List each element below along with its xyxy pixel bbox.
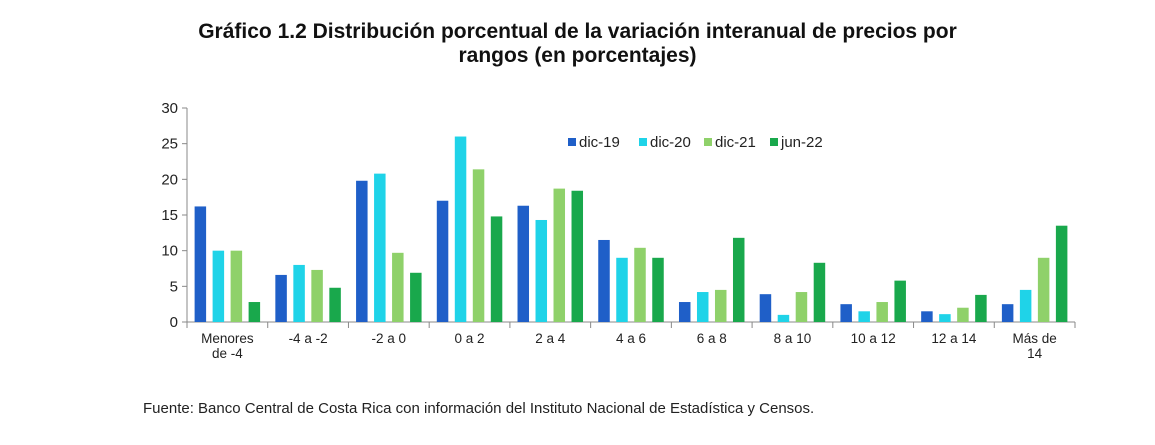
bar bbox=[813, 262, 826, 322]
bar bbox=[714, 289, 727, 322]
y-tick-label: 10 bbox=[161, 243, 178, 260]
legend-label: dic-20 bbox=[650, 134, 691, 151]
x-tick-label: de -4 bbox=[212, 346, 243, 361]
y-tick-label: 5 bbox=[170, 278, 178, 295]
bar bbox=[876, 302, 888, 322]
bar bbox=[696, 292, 709, 322]
bar bbox=[356, 180, 368, 322]
bar bbox=[759, 294, 772, 322]
bar bbox=[392, 252, 404, 322]
x-tick-label: 10 a 12 bbox=[851, 331, 896, 346]
bar bbox=[374, 173, 386, 322]
bar bbox=[293, 264, 305, 322]
x-tick-label: -2 a 0 bbox=[372, 331, 407, 346]
chart-title: Gráfico 1.2 Distribución porcentual de l… bbox=[0, 20, 1155, 68]
bar bbox=[1055, 225, 1068, 322]
legend-swatch bbox=[568, 138, 576, 146]
y-tick-label: 25 bbox=[161, 136, 178, 153]
x-tick-label: 2 a 4 bbox=[535, 331, 566, 346]
bar bbox=[1019, 289, 1032, 322]
bar bbox=[840, 304, 852, 322]
y-tick-label: 0 bbox=[170, 314, 178, 331]
bar bbox=[194, 206, 207, 322]
bar bbox=[975, 294, 987, 322]
bar bbox=[311, 269, 323, 322]
bar bbox=[678, 302, 691, 322]
x-tick-label: 4 a 6 bbox=[616, 331, 646, 346]
x-tick-label: 0 a 2 bbox=[455, 331, 485, 346]
bar bbox=[212, 250, 225, 322]
legend-label: dic-19 bbox=[579, 134, 620, 151]
bar bbox=[1037, 257, 1050, 322]
bar bbox=[329, 287, 341, 322]
chart-title-line-1: Gráfico 1.2 Distribución porcentual de l… bbox=[198, 20, 957, 43]
bar bbox=[634, 247, 646, 322]
bar bbox=[616, 257, 628, 322]
bar bbox=[410, 272, 422, 322]
y-tick-label: 20 bbox=[161, 171, 178, 188]
x-tick-label: Más de bbox=[1012, 331, 1056, 346]
bar bbox=[517, 205, 530, 322]
x-tick-label: Menores bbox=[201, 331, 254, 346]
bar bbox=[858, 311, 870, 322]
bar bbox=[732, 237, 745, 322]
legend-label: dic-21 bbox=[715, 134, 756, 151]
bar bbox=[921, 311, 933, 322]
y-tick-label: 30 bbox=[161, 100, 178, 117]
bar bbox=[230, 250, 243, 322]
bar bbox=[472, 169, 485, 322]
bar bbox=[436, 200, 449, 322]
legend-swatch bbox=[704, 138, 712, 146]
bar bbox=[939, 314, 951, 322]
bar bbox=[248, 302, 261, 322]
bar bbox=[571, 190, 584, 322]
bar bbox=[795, 292, 808, 322]
x-tick-label: 12 a 14 bbox=[931, 331, 977, 346]
x-tick-label: -4 a -2 bbox=[289, 331, 328, 346]
y-tick-label: 15 bbox=[161, 207, 178, 224]
x-tick-label: 14 bbox=[1027, 346, 1043, 361]
bar bbox=[598, 239, 610, 322]
bar bbox=[652, 257, 664, 322]
x-tick-label: 8 a 10 bbox=[774, 331, 812, 346]
legend-swatch bbox=[639, 138, 647, 146]
x-tick-label: 6 a 8 bbox=[697, 331, 727, 346]
bar bbox=[1001, 304, 1014, 322]
bar bbox=[535, 219, 548, 322]
source-note: Fuente: Banco Central de Costa Rica con … bbox=[143, 400, 815, 417]
bar bbox=[894, 280, 906, 322]
chart-title-line-2: rangos (en porcentajes) bbox=[458, 44, 697, 67]
bar bbox=[777, 314, 790, 322]
legend-label: jun-22 bbox=[780, 134, 823, 151]
bar bbox=[454, 136, 467, 322]
legend-swatch bbox=[770, 138, 778, 146]
bar bbox=[553, 188, 566, 322]
bar bbox=[957, 307, 969, 322]
bar bbox=[490, 216, 503, 322]
bar bbox=[275, 274, 287, 322]
